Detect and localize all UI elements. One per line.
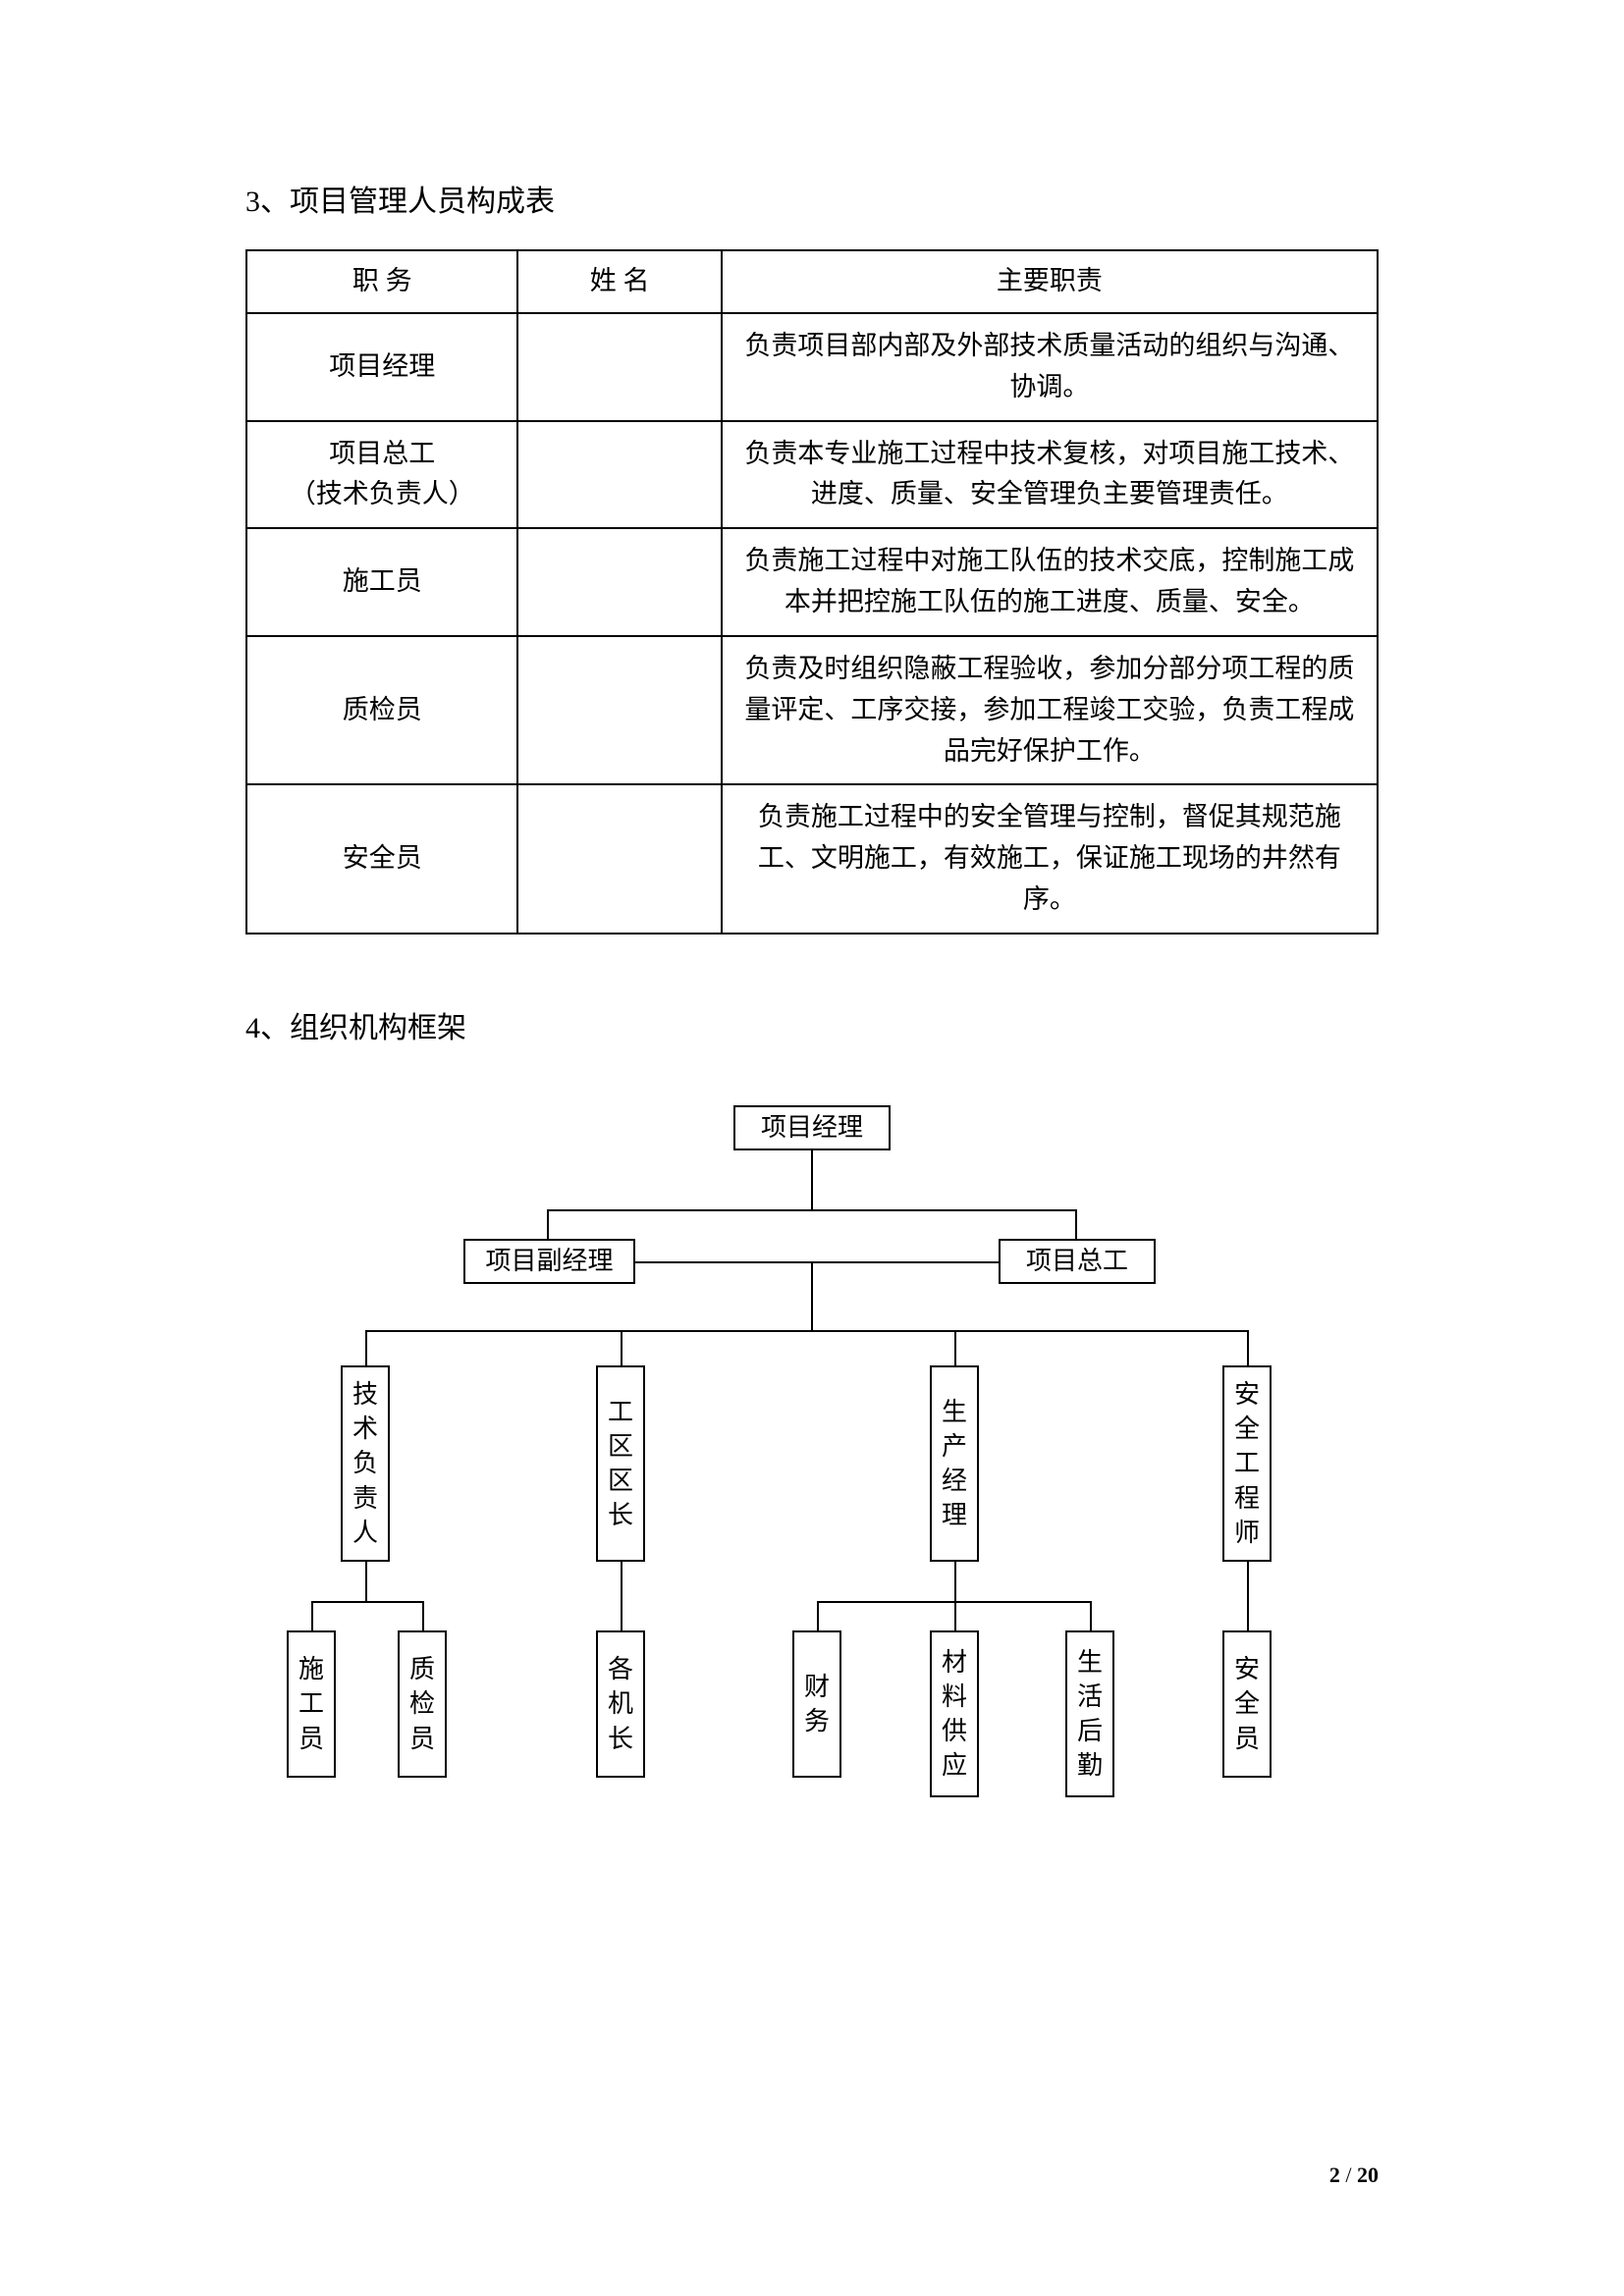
role-cell: 项目总工 （技术负责人） <box>246 421 517 529</box>
org-node-top: 项目经理 <box>733 1105 891 1150</box>
org-line <box>954 1562 956 1601</box>
table-row: 项目总工 （技术负责人） 负责本专业施工过程中技术复核，对项目施工技术、进度、质… <box>246 421 1378 529</box>
org-line <box>811 1261 813 1330</box>
org-chart: 项目经理 项目副经理 项目总工 技术负责人 工区区长 生产经理 安全工程师 <box>272 1105 1352 1989</box>
org-line <box>311 1601 424 1603</box>
org-node-l3-4: 安全工程师 <box>1222 1365 1272 1562</box>
section4-title: 4、组织机构框架 <box>245 1003 1379 1046</box>
role-cell: 施工员 <box>246 528 517 636</box>
org-node-l4-4: 财务 <box>792 1630 841 1778</box>
page-total: 20 <box>1357 2163 1379 2187</box>
org-line <box>365 1330 1249 1332</box>
org-leaf-text: 质检员 <box>409 1652 435 1755</box>
org-line <box>817 1601 819 1630</box>
org-line <box>311 1601 313 1630</box>
org-line <box>1075 1209 1077 1239</box>
name-cell <box>517 313 721 421</box>
org-leaf-text: 财务 <box>804 1670 830 1738</box>
desc-cell: 负责施工过程中的安全管理与控制，督促其规范施工、文明施工，有效施工，保证施工现场… <box>722 784 1378 934</box>
org-node-l2-right: 项目总工 <box>999 1239 1156 1284</box>
desc-cell: 负责项目部内部及外部技术质量活动的组织与沟通、协调。 <box>722 313 1378 421</box>
section3-title: 3、项目管理人员构成表 <box>245 177 1379 220</box>
org-leaf-text: 安全员 <box>1234 1652 1260 1755</box>
org-node-l4-7: 安全员 <box>1222 1630 1272 1778</box>
page-footer: 2 / 20 <box>1329 2163 1379 2188</box>
org-line <box>954 1601 956 1630</box>
role-line1: 项目总工 <box>329 439 435 468</box>
org-node-l4-1: 施工员 <box>287 1630 336 1778</box>
name-cell <box>517 636 721 785</box>
org-leaf-text: 生活后勤 <box>1077 1645 1103 1783</box>
org-leaf-text: 施工员 <box>298 1652 324 1755</box>
org-line <box>811 1150 813 1209</box>
desc-cell: 负责施工过程中对施工队伍的技术交底，控制施工成本并把控施工队伍的施工进度、质量、… <box>722 528 1378 636</box>
org-line <box>422 1601 424 1630</box>
org-line <box>621 1330 623 1365</box>
org-line <box>547 1209 1077 1211</box>
org-line <box>621 1562 623 1630</box>
org-line <box>1090 1601 1092 1630</box>
page-sep: / <box>1340 2163 1357 2187</box>
org-line <box>635 1261 999 1263</box>
page-number: 2 <box>1329 2163 1340 2187</box>
role-line2: （技术负责人） <box>290 479 475 508</box>
name-cell <box>517 784 721 934</box>
org-node-l3-4-text: 安全工程师 <box>1234 1377 1260 1549</box>
org-leaf-text: 各机长 <box>608 1652 633 1755</box>
org-line <box>954 1330 956 1365</box>
org-node-l4-5: 材料供应 <box>930 1630 979 1797</box>
desc-cell: 负责本专业施工过程中技术复核，对项目施工技术、进度、质量、安全管理负主要管理责任… <box>722 421 1378 529</box>
org-line <box>365 1562 367 1601</box>
table-row: 项目经理 负责项目部内部及外部技术质量活动的组织与沟通、协调。 <box>246 313 1378 421</box>
org-line <box>365 1330 367 1365</box>
org-line <box>1247 1562 1249 1630</box>
org-node-l3-2-text: 工区区长 <box>608 1395 633 1532</box>
org-leaf-text: 材料供应 <box>942 1645 967 1783</box>
table-row: 质检员 负责及时组织隐蔽工程验收，参加分部分项工程的质量评定、工序交接，参加工程… <box>246 636 1378 785</box>
role-cell: 质检员 <box>246 636 517 785</box>
org-node-l3-1: 技术负责人 <box>341 1365 390 1562</box>
org-node-l3-1-text: 技术负责人 <box>352 1377 378 1549</box>
org-line <box>1247 1330 1249 1365</box>
col-header-desc: 主要职责 <box>722 250 1378 313</box>
org-node-l4-6: 生活后勤 <box>1065 1630 1114 1797</box>
name-cell <box>517 528 721 636</box>
name-cell <box>517 421 721 529</box>
role-cell: 安全员 <box>246 784 517 934</box>
org-node-l3-3: 生产经理 <box>930 1365 979 1562</box>
org-node-l4-3: 各机长 <box>596 1630 645 1778</box>
desc-cell: 负责及时组织隐蔽工程验收，参加分部分项工程的质量评定、工序交接，参加工程竣工交验… <box>722 636 1378 785</box>
personnel-table: 职 务 姓 名 主要职责 项目经理 负责项目部内部及外部技术质量活动的组织与沟通… <box>245 249 1379 934</box>
table-row: 安全员 负责施工过程中的安全管理与控制，督促其规范施工、文明施工，有效施工，保证… <box>246 784 1378 934</box>
col-header-role: 职 务 <box>246 250 517 313</box>
org-node-l3-3-text: 生产经理 <box>942 1395 967 1532</box>
table-row: 施工员 负责施工过程中对施工队伍的技术交底，控制施工成本并把控施工队伍的施工进度… <box>246 528 1378 636</box>
org-line <box>547 1209 549 1239</box>
role-cell: 项目经理 <box>246 313 517 421</box>
org-node-l3-2: 工区区长 <box>596 1365 645 1562</box>
org-node-l2-left: 项目副经理 <box>463 1239 635 1284</box>
org-node-l4-2: 质检员 <box>398 1630 447 1778</box>
col-header-name: 姓 名 <box>517 250 721 313</box>
